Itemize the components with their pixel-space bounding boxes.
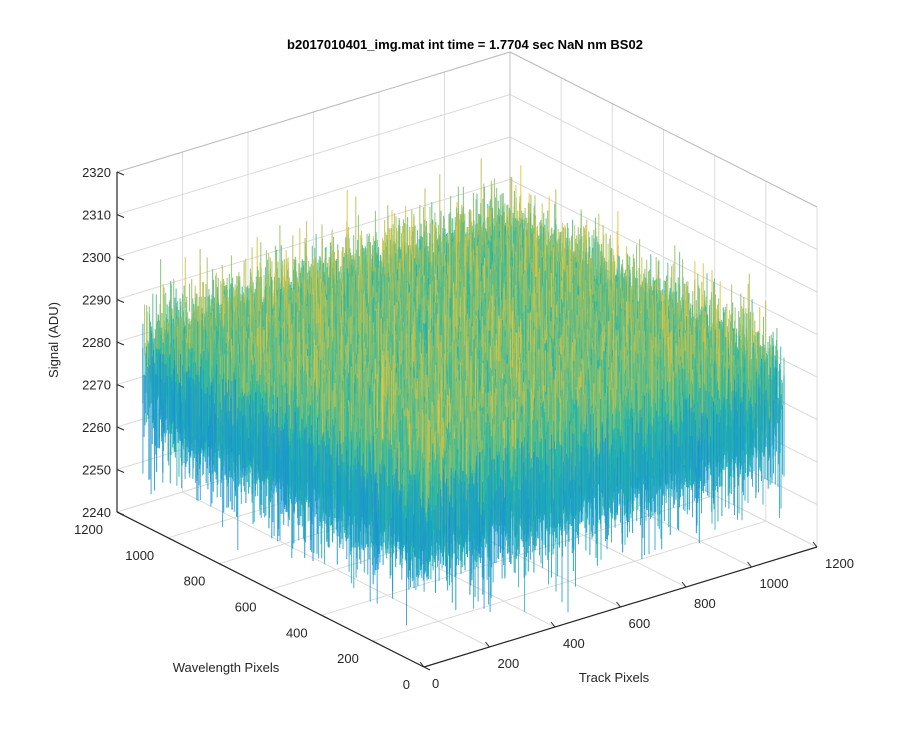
box-edge xyxy=(116,51,511,173)
back-wall-gridline-z xyxy=(116,94,511,215)
surface xyxy=(142,158,785,626)
floor-gridline-y xyxy=(372,520,766,642)
back-wall-gridline-z xyxy=(116,136,511,258)
box-edge xyxy=(509,51,818,208)
back-wall-gridline-z xyxy=(116,179,511,300)
side-wall-gridline-z xyxy=(509,136,818,293)
side-wall-gridline-z xyxy=(509,94,818,250)
